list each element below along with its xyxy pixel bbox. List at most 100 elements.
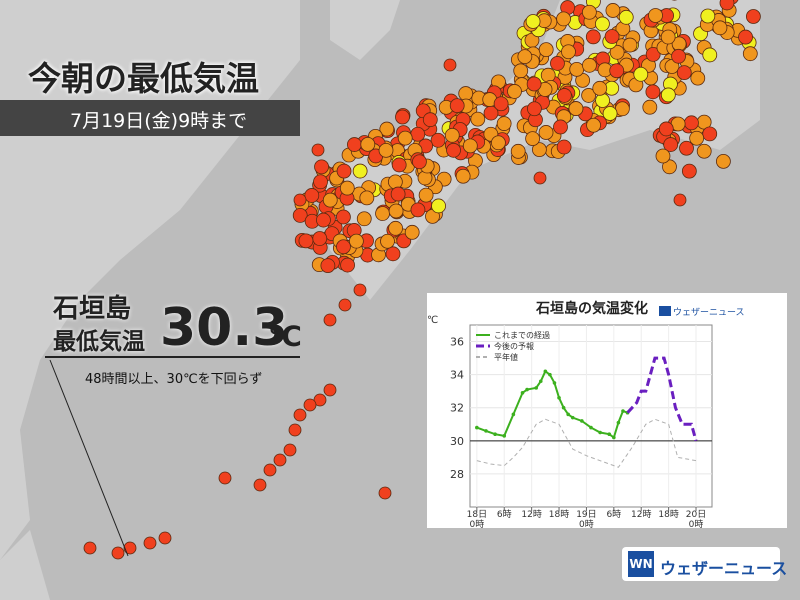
chart-logo-icon [659, 306, 671, 316]
station-dot [525, 131, 541, 147]
station-dot [569, 61, 585, 77]
station-dot [645, 84, 661, 100]
station-dot [443, 58, 457, 72]
station-dot [553, 119, 568, 135]
station-dot [696, 143, 712, 159]
station-dot [356, 211, 372, 227]
x-tick-label: 12時 [521, 510, 542, 520]
station-dot [556, 11, 571, 27]
station-dot [340, 257, 355, 273]
station-dot [538, 42, 554, 58]
station-dot [388, 203, 404, 219]
station-dot [702, 47, 718, 63]
series-point [534, 386, 539, 390]
station-dot [123, 541, 137, 555]
station-dot [642, 99, 658, 115]
station-dot [143, 536, 157, 550]
station-dot [404, 224, 420, 240]
station-dot [348, 233, 364, 249]
series-point [557, 396, 561, 400]
station-dot [581, 88, 597, 103]
station-dot [303, 398, 317, 412]
station-dot [618, 9, 634, 25]
korea [330, 0, 400, 60]
station-dot [712, 20, 728, 36]
station-dot [347, 137, 362, 152]
station-dot [568, 101, 584, 116]
legend-label: 今後の予報 [494, 341, 534, 351]
station-dot [388, 220, 403, 236]
station-dot [273, 453, 287, 467]
y-tick-label: 28 [450, 468, 464, 481]
station-dot [585, 29, 601, 45]
legend-label: これまでの経過 [494, 330, 550, 340]
series-point [616, 420, 621, 425]
station-dot [470, 111, 486, 127]
series-line [626, 356, 698, 442]
x-tick-label: 18日 0時 [466, 510, 488, 530]
station-dot [645, 46, 661, 62]
station-dot [430, 132, 446, 148]
station-dot [444, 127, 460, 143]
x-tick-label: 20日 0時 [685, 510, 707, 530]
station-dot [493, 96, 509, 112]
station-dot [458, 86, 474, 101]
inset-chart: 石垣島の気温変化 ウェザーニュース ℃ 28 30 32 34 36 これまでの経過 今後の… [427, 293, 787, 530]
x-tick-label: 6時 [606, 510, 622, 520]
station-dot [622, 37, 638, 53]
station-dot [352, 163, 368, 179]
series-point [548, 372, 552, 377]
logo: ウェザーニュース [660, 559, 788, 578]
station-dot [339, 180, 355, 196]
title: 今朝の最低気温 [28, 59, 259, 98]
station-dot [111, 546, 125, 560]
station-dot [360, 136, 376, 152]
station-dot [336, 209, 351, 225]
series-point [520, 391, 525, 395]
station-dot [658, 121, 674, 137]
station-dot [742, 46, 758, 62]
series-point [580, 419, 584, 423]
station-dot [293, 408, 307, 422]
series-line [476, 418, 697, 468]
station-dot [719, 0, 735, 11]
series-point [607, 432, 612, 436]
continent [0, 0, 300, 560]
station-dot [540, 67, 556, 83]
station-dot [689, 130, 705, 146]
station-dot [655, 148, 671, 164]
station-dot [491, 135, 506, 151]
station-dot [700, 8, 716, 24]
station-dot [391, 157, 407, 173]
y-tick-label: 36 [450, 336, 464, 349]
station-dot [292, 207, 308, 223]
station-dot [690, 70, 706, 86]
station-dot [586, 117, 601, 133]
series-point [621, 409, 625, 413]
station-dot [387, 174, 403, 190]
station-dot [663, 137, 679, 152]
callout-note: 48時間以上、30℃を下回らず [85, 372, 263, 387]
y-axis-label: ℃ [427, 315, 438, 326]
station-dot [662, 159, 677, 175]
station-dot [320, 258, 336, 273]
station-dot [556, 139, 572, 155]
chart-logo: ウェザーニュース [673, 307, 745, 318]
station-dot [422, 112, 438, 128]
y-tick-label: 32 [450, 402, 464, 415]
x-tick-label: 19日 0時 [576, 510, 597, 530]
series-point [511, 412, 516, 417]
x-tick-label: 6時 [496, 510, 512, 520]
station-dot [395, 109, 410, 125]
station-dot [446, 142, 461, 158]
station-dot [681, 163, 697, 179]
station-dot [510, 143, 526, 159]
station-dots [83, 0, 777, 560]
station-dot [507, 84, 522, 99]
callout-label: 最低気温 [53, 329, 145, 355]
station-dot [609, 63, 625, 79]
station-dot [353, 283, 367, 297]
station-dot [304, 188, 320, 203]
